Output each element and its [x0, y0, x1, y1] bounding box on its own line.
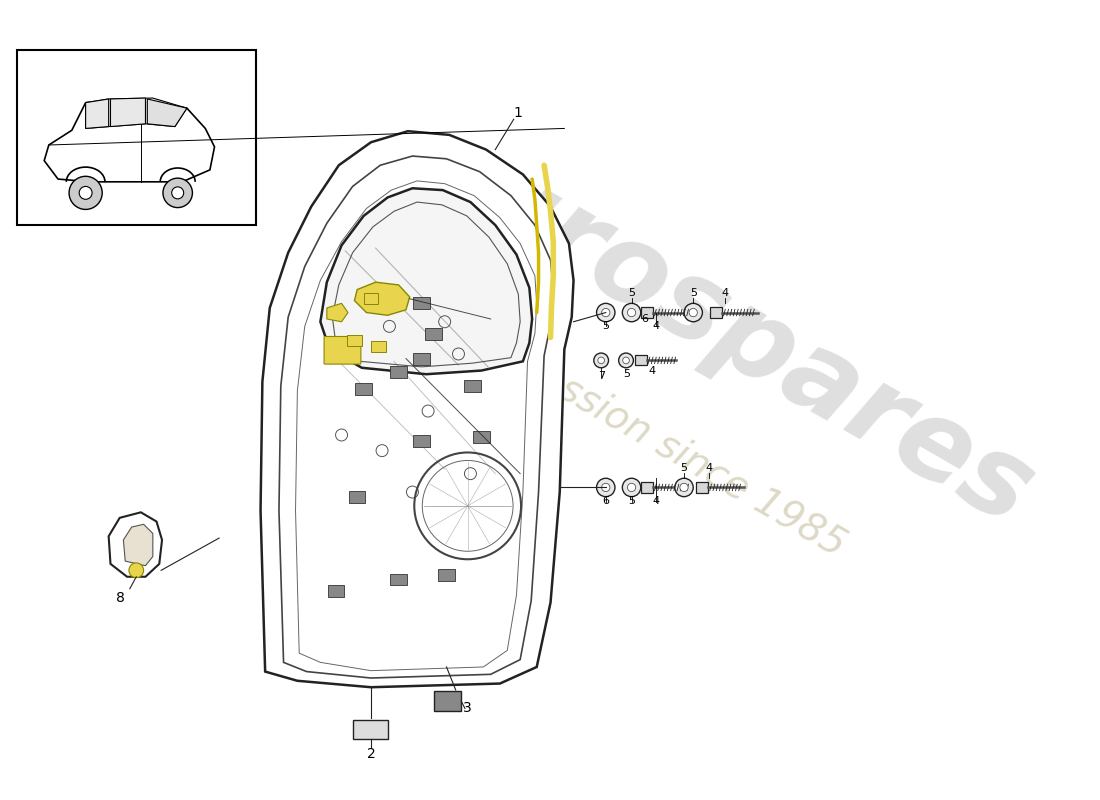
Circle shape: [597, 357, 605, 364]
Text: 5: 5: [690, 288, 696, 298]
Bar: [464, 380, 481, 392]
Circle shape: [172, 187, 184, 199]
Circle shape: [602, 309, 609, 317]
Text: 4: 4: [652, 496, 660, 506]
Circle shape: [602, 483, 609, 491]
Text: 6: 6: [603, 496, 609, 506]
FancyBboxPatch shape: [324, 337, 361, 364]
Circle shape: [627, 309, 636, 317]
Bar: [641, 482, 653, 493]
Circle shape: [623, 478, 640, 497]
Text: 8: 8: [117, 591, 125, 605]
Text: 4: 4: [648, 366, 656, 376]
Bar: [349, 490, 365, 502]
Polygon shape: [327, 303, 348, 322]
Circle shape: [596, 303, 615, 322]
Circle shape: [684, 303, 703, 322]
Text: 5: 5: [603, 321, 609, 331]
Circle shape: [163, 178, 192, 207]
Text: 6: 6: [641, 314, 648, 324]
Polygon shape: [44, 101, 214, 182]
Circle shape: [627, 483, 636, 491]
Circle shape: [623, 303, 640, 322]
Bar: [414, 435, 430, 447]
Polygon shape: [109, 512, 162, 577]
Text: 5: 5: [628, 288, 635, 298]
Bar: [328, 586, 344, 598]
Circle shape: [680, 483, 689, 491]
Text: 4: 4: [652, 321, 660, 331]
Circle shape: [129, 563, 144, 578]
Polygon shape: [123, 524, 153, 566]
Polygon shape: [320, 188, 532, 374]
Polygon shape: [110, 98, 145, 126]
Polygon shape: [354, 282, 409, 315]
Circle shape: [596, 478, 615, 497]
Bar: [438, 569, 454, 581]
Circle shape: [594, 353, 608, 368]
Circle shape: [79, 186, 92, 199]
Bar: [355, 383, 372, 395]
Text: 4: 4: [722, 288, 729, 298]
Text: 5: 5: [628, 496, 635, 506]
Bar: [16, 50, 256, 225]
Circle shape: [623, 357, 629, 364]
Bar: [364, 294, 378, 304]
Polygon shape: [86, 98, 187, 129]
Bar: [371, 341, 386, 352]
Bar: [641, 307, 653, 318]
Text: 5: 5: [681, 463, 688, 473]
Text: a passion since 1985: a passion since 1985: [478, 327, 852, 565]
Text: 1: 1: [514, 106, 522, 120]
Bar: [390, 366, 407, 378]
Polygon shape: [261, 131, 573, 687]
Text: 7: 7: [597, 371, 605, 381]
Text: 4: 4: [705, 463, 713, 473]
Bar: [348, 334, 362, 346]
Circle shape: [674, 478, 693, 497]
Circle shape: [69, 176, 102, 210]
Circle shape: [689, 309, 697, 317]
Circle shape: [618, 353, 634, 368]
Bar: [696, 482, 708, 493]
Polygon shape: [147, 99, 187, 126]
Bar: [433, 691, 461, 711]
Text: 2: 2: [366, 747, 375, 762]
Bar: [473, 431, 490, 443]
Bar: [390, 574, 407, 586]
Bar: [353, 720, 387, 738]
Bar: [414, 298, 430, 310]
Bar: [635, 355, 647, 366]
Text: 3: 3: [463, 702, 472, 715]
Bar: [426, 328, 442, 340]
Bar: [414, 353, 430, 365]
Bar: [711, 307, 723, 318]
Text: 5: 5: [624, 369, 630, 379]
Polygon shape: [86, 99, 109, 129]
Text: eurospares: eurospares: [389, 104, 1052, 548]
